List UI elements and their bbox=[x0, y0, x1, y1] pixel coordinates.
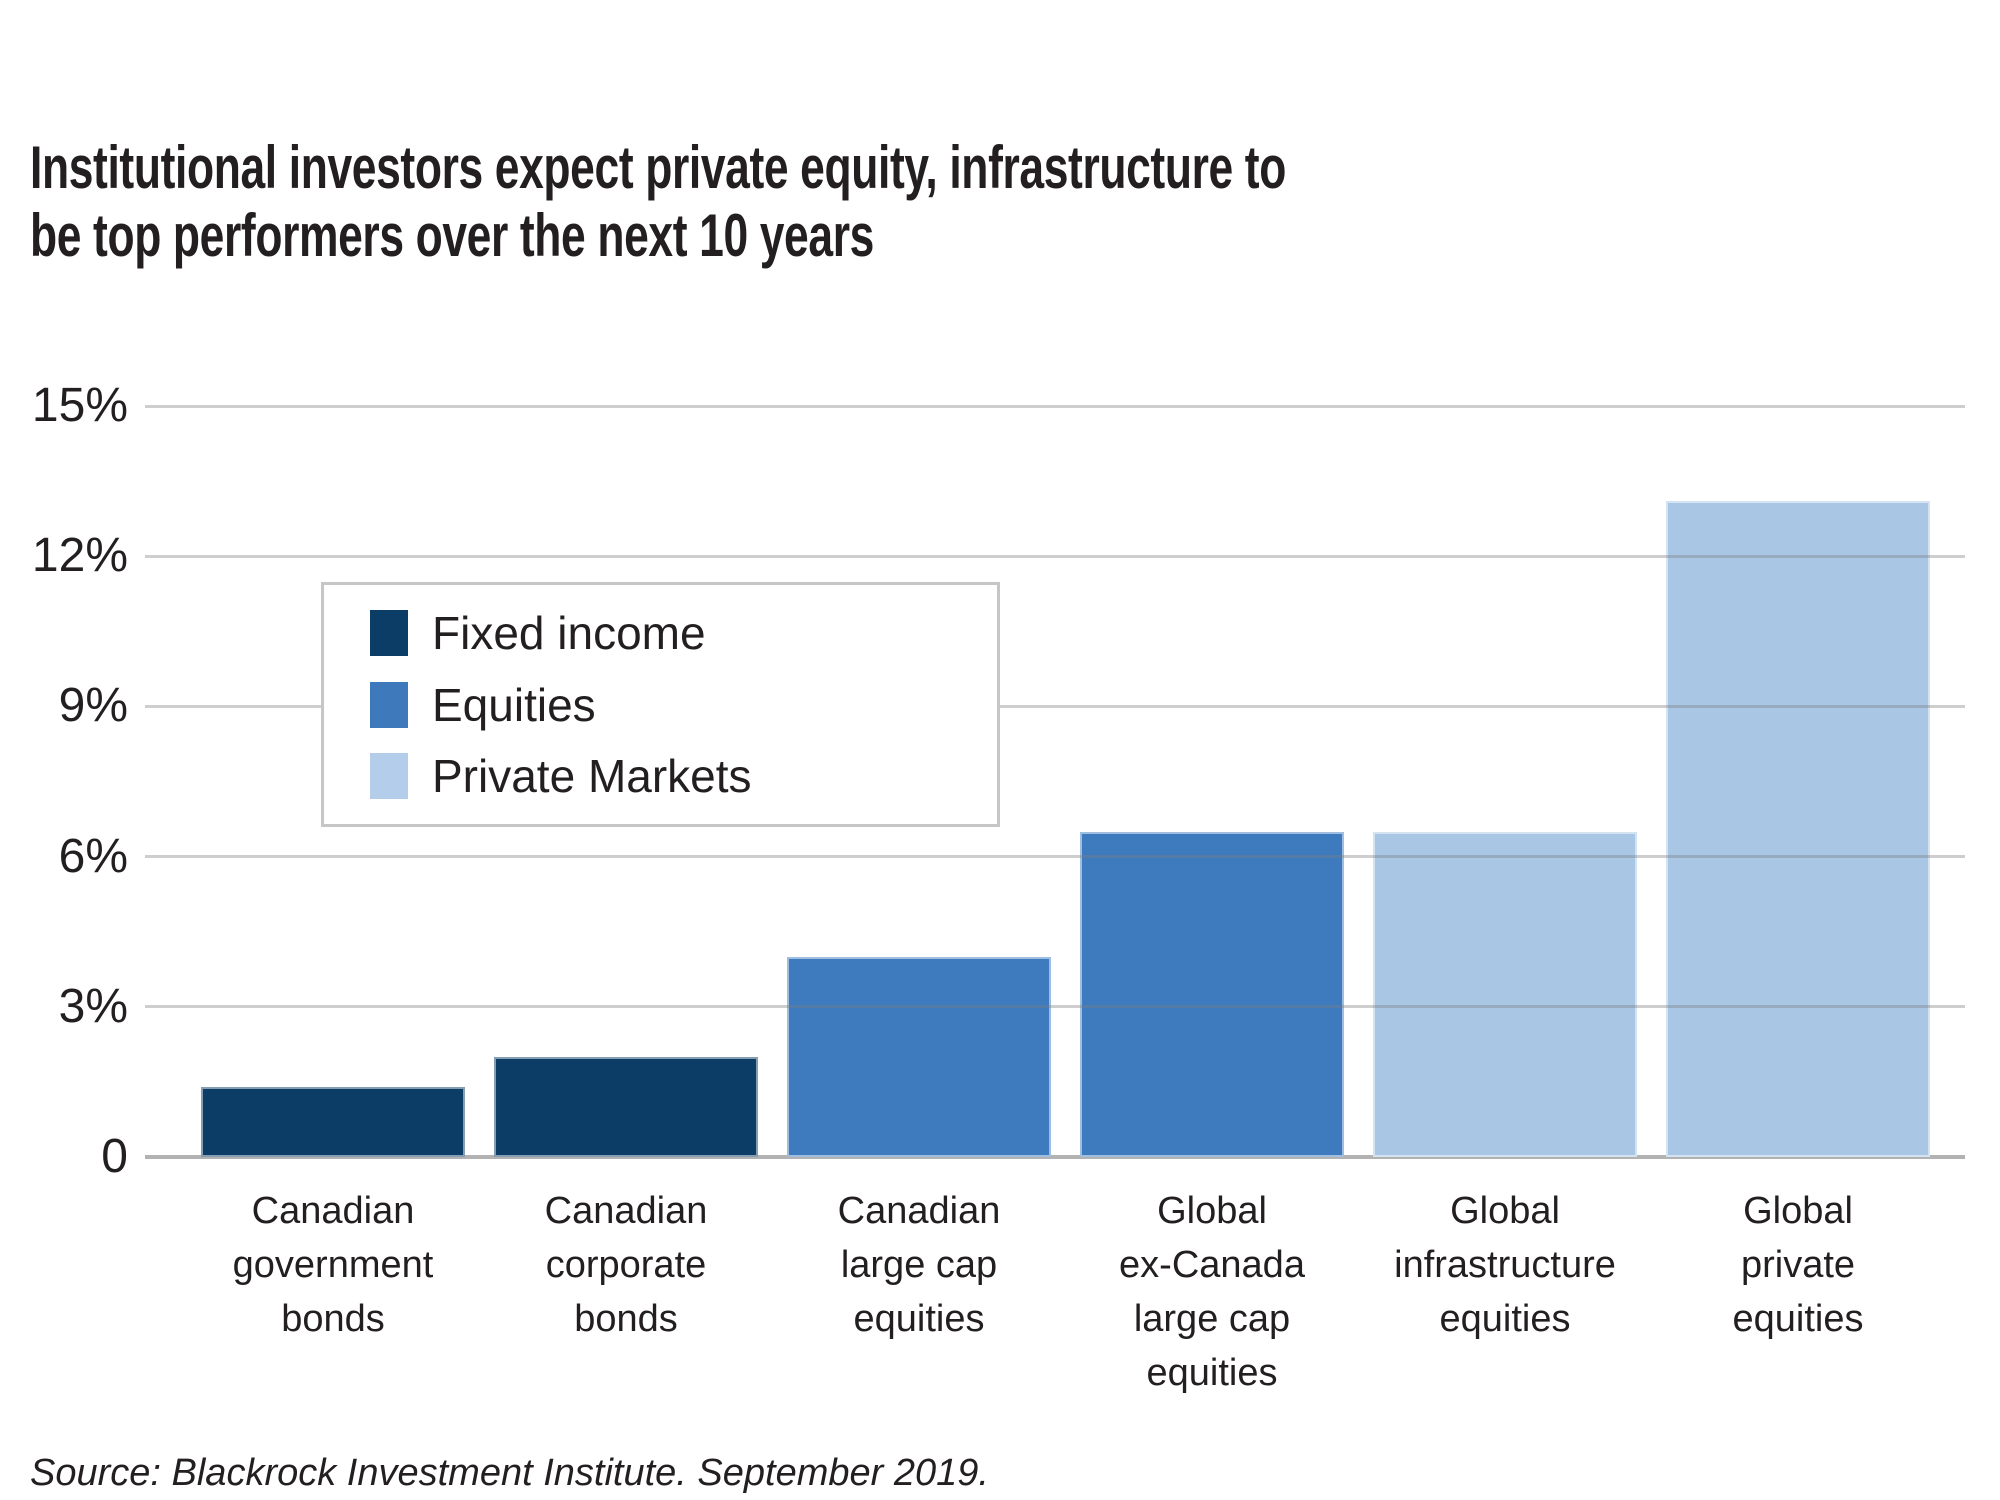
y-tick-label: 6% bbox=[58, 829, 128, 883]
x-axis-label-line: large cap bbox=[1133, 1298, 1291, 1340]
x-axis-label: Canadian corporate bonds bbox=[466, 1184, 786, 1346]
gridline bbox=[145, 704, 1965, 708]
x-axis-label-line: Global bbox=[1157, 1190, 1267, 1232]
legend-item-label: Private Markets bbox=[432, 749, 752, 802]
y-tick-label: 0 bbox=[101, 1130, 128, 1183]
bar-global-ex-canada-large-cap-equities bbox=[1080, 832, 1344, 1157]
source-note: Source: Blackrock Investment Institute. … bbox=[30, 1452, 989, 1494]
x-axis-label-line: Canadian bbox=[837, 1190, 1001, 1232]
x-axis-label-line: Canadian bbox=[544, 1190, 708, 1232]
legend-item-equities: Equities bbox=[370, 678, 997, 731]
gridline bbox=[145, 404, 1965, 408]
x-axis-label-line: Canadian bbox=[251, 1190, 415, 1232]
y-tick-label: 15% bbox=[31, 379, 128, 432]
x-axis-label-line: bonds bbox=[574, 1298, 678, 1340]
legend: Fixed income Equities Private Markets bbox=[321, 582, 1000, 827]
chart-title: Institutional investors expect private e… bbox=[30, 134, 1286, 270]
legend-item-private-markets: Private Markets bbox=[370, 749, 997, 802]
legend-item-fixed-income: Fixed income bbox=[370, 607, 997, 660]
y-tick-label: 12% bbox=[31, 529, 128, 583]
bar-global-private-equities bbox=[1666, 501, 1930, 1157]
x-axis-label: Canadian large cap equities bbox=[759, 1184, 1079, 1346]
x-axis-label-line: equities bbox=[1146, 1352, 1278, 1394]
x-axis-label: Global infrastructure equities bbox=[1345, 1184, 1665, 1346]
x-axis-line bbox=[145, 1155, 1965, 1159]
chart-title-line-2: be top performers over the next 10 years bbox=[30, 202, 874, 269]
x-axis-label: Global private equities bbox=[1638, 1184, 1958, 1346]
bar-canadian-government-bonds bbox=[201, 1087, 465, 1157]
legend-swatch-private-markets bbox=[370, 752, 408, 799]
gridline bbox=[145, 554, 1965, 558]
legend-swatch-fixed-income bbox=[370, 610, 408, 657]
y-tick-label: 3% bbox=[58, 979, 128, 1033]
x-axis-label: Global ex-Canada large cap equities bbox=[1052, 1184, 1372, 1400]
x-axis-label-line: Global bbox=[1450, 1190, 1560, 1232]
x-axis-label-line: equities bbox=[853, 1298, 985, 1340]
x-axis-label: Canadian government bonds bbox=[173, 1184, 493, 1346]
chart-title-line-1: Institutional investors expect private e… bbox=[30, 134, 1286, 201]
x-axis-label-line: equities bbox=[1732, 1298, 1864, 1340]
bar-global-infrastructure-equities bbox=[1373, 832, 1637, 1157]
legend-swatch-equities bbox=[370, 681, 408, 728]
x-axis-label-line: private bbox=[1740, 1244, 1856, 1286]
x-axis-label-line: government bbox=[232, 1244, 434, 1286]
bar-canadian-corporate-bonds bbox=[494, 1057, 758, 1157]
gridline bbox=[145, 855, 1965, 859]
legend-item-label: Equities bbox=[432, 678, 596, 731]
x-axis-label-line: equities bbox=[1439, 1298, 1571, 1340]
legend-item-label: Fixed income bbox=[432, 607, 706, 660]
x-axis-label-line: ex-Canada bbox=[1119, 1244, 1305, 1286]
x-axis-label-line: Global bbox=[1743, 1190, 1853, 1232]
y-tick-label: 9% bbox=[58, 679, 128, 733]
x-axis-label-line: large cap bbox=[840, 1244, 998, 1286]
gridline bbox=[145, 1005, 1965, 1009]
x-axis-label-line: corporate bbox=[545, 1244, 707, 1286]
bar-canadian-large-cap-equities bbox=[787, 957, 1051, 1157]
x-axis-label-line: infrastructure bbox=[1394, 1244, 1616, 1286]
x-axis-label-line: bonds bbox=[281, 1298, 385, 1340]
